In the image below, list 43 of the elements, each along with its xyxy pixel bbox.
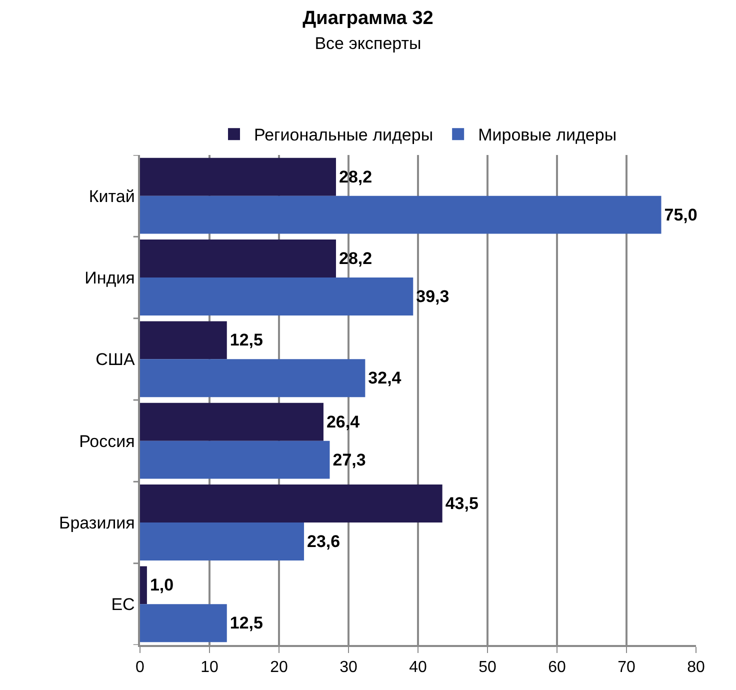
data-label: 28,2	[338, 249, 372, 268]
data-label: 43,5	[445, 494, 478, 514]
data-label: 1,0	[150, 576, 174, 595]
y-tick-label: США	[96, 350, 136, 370]
y-tick-label: Бразилия	[59, 513, 135, 532]
x-tick-label: 40	[409, 658, 427, 676]
data-label: 28,2	[338, 167, 372, 186]
data-label: 23,6	[307, 532, 340, 551]
data-label: 27,3	[332, 450, 366, 470]
x-tick-label: 30	[340, 658, 358, 676]
x-tick-label: 70	[618, 658, 636, 676]
data-label: 39,3	[416, 286, 450, 306]
bar	[140, 278, 414, 316]
x-tick-label: 0	[136, 658, 145, 676]
y-tick-label: Индия	[84, 268, 135, 288]
bar	[140, 158, 336, 196]
data-label: 12,5	[230, 614, 263, 633]
y-tick-label: ЕС	[111, 595, 135, 614]
y-tick-label: Россия	[79, 432, 135, 451]
bar	[140, 321, 227, 360]
legend-label: Региональные лидеры	[254, 126, 434, 145]
x-tick-label: 20	[270, 658, 288, 676]
bar	[140, 359, 366, 398]
data-label: 12,5	[230, 330, 263, 350]
bar	[140, 604, 227, 642]
bar	[140, 440, 330, 479]
legend-label: Мировые лидеры	[478, 126, 617, 145]
bar	[140, 196, 662, 234]
bar	[140, 484, 442, 522]
bar	[140, 402, 324, 441]
bar	[140, 240, 336, 278]
data-label: 32,4	[368, 368, 402, 388]
bar	[140, 522, 304, 560]
bar	[140, 566, 147, 604]
y-tick-label: Китай	[88, 186, 135, 206]
chart-title: Диаграмма 32	[302, 8, 434, 30]
x-tick-label: 50	[478, 658, 496, 676]
x-tick-label: 60	[548, 658, 566, 676]
chart-subtitle: Все эксперты	[314, 34, 422, 53]
x-tick-label: 10	[200, 658, 218, 676]
data-label: 75,0	[664, 205, 698, 224]
x-tick-label: 80	[687, 658, 705, 676]
data-label: 26,4	[326, 412, 360, 432]
